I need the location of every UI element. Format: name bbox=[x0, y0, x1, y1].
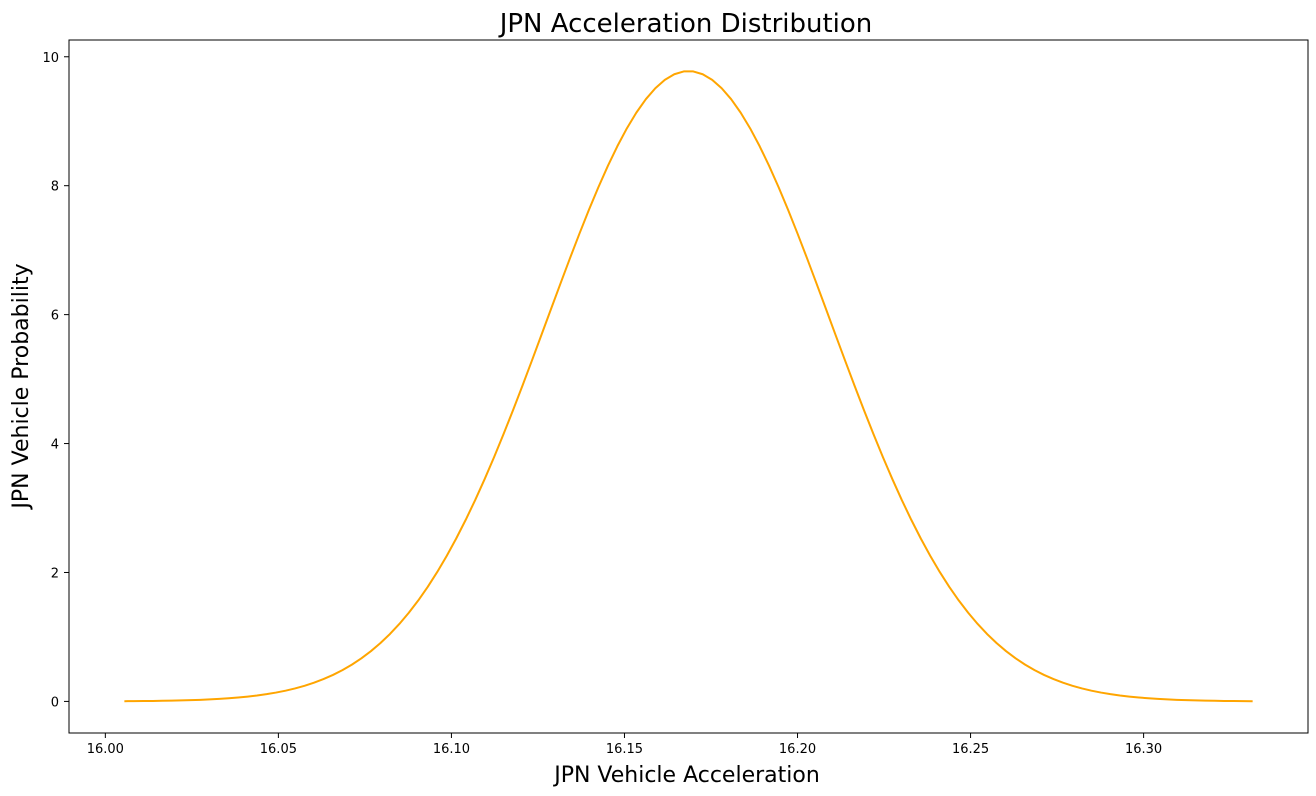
x-tick-label: 16.10 bbox=[433, 742, 470, 757]
y-tick-label: 0 bbox=[51, 695, 59, 710]
y-tick-label: 6 bbox=[51, 309, 59, 324]
x-tick-label: 16.20 bbox=[779, 742, 816, 757]
y-axis-ticks: 0 2 4 6 8 10 bbox=[42, 51, 69, 710]
y-tick-label: 4 bbox=[51, 438, 59, 453]
x-axis-label: JPN Vehicle Acceleration bbox=[552, 763, 820, 788]
chart-title: JPN Acceleration Distribution bbox=[498, 9, 873, 39]
y-tick-label: 2 bbox=[51, 566, 59, 581]
y-tick-label: 8 bbox=[51, 180, 59, 195]
x-tick-label: 16.15 bbox=[606, 742, 643, 757]
x-tick-label: 16.00 bbox=[87, 742, 124, 757]
distribution-line bbox=[124, 70, 1253, 703]
x-tick-label: 16.05 bbox=[260, 742, 297, 757]
plot-frame bbox=[68, 39, 1309, 734]
y-tick-label: 10 bbox=[42, 51, 59, 66]
plot-area bbox=[124, 70, 1253, 703]
x-tick-label: 16.30 bbox=[1125, 742, 1162, 757]
x-tick-label: 16.25 bbox=[952, 742, 989, 757]
y-axis-label: JPN Vehicle Probability bbox=[9, 263, 34, 510]
x-axis-ticks: 16.00 16.05 16.10 16.15 16.20 16.25 16.30 bbox=[87, 733, 1162, 757]
